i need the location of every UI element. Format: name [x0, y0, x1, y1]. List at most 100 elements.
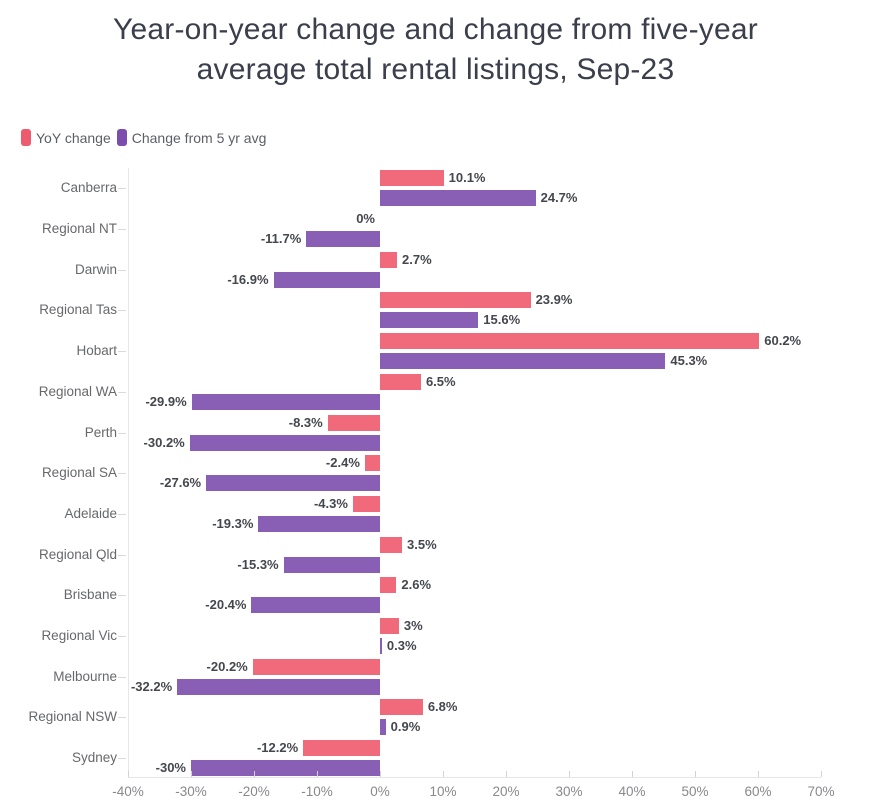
category-tick — [118, 351, 126, 353]
bar-yoy-change — [352, 495, 380, 512]
category-label: Regional WA — [38, 383, 117, 399]
bar-yoy-change — [380, 333, 760, 350]
category-tick — [118, 188, 126, 190]
bar-value-label: 0.3% — [386, 638, 417, 654]
category-label: Regional SA — [41, 465, 117, 481]
bar-value-label: -20.2% — [206, 658, 248, 674]
category-label: Canberra — [60, 180, 117, 196]
category-tick — [118, 636, 126, 638]
x-axis-tick — [127, 771, 129, 777]
x-axis-tick — [757, 771, 759, 777]
bar-value-label: 2.6% — [401, 577, 432, 593]
bar-value-label: -19.3% — [212, 515, 254, 531]
x-axis-tick — [631, 771, 633, 777]
bar-yoy-change — [380, 536, 403, 553]
bar-change-from-5yr-avg — [380, 719, 386, 736]
bar-value-label: -4.3% — [313, 495, 348, 511]
legend-swatch-icon — [21, 129, 31, 146]
x-axis-tick-label: 10% — [429, 784, 457, 799]
bar-change-from-5yr-avg — [380, 638, 382, 655]
bar-value-label: -27.6% — [159, 475, 202, 491]
category-label: Adelaide — [64, 505, 117, 521]
bar-value-label: 3.5% — [407, 536, 437, 552]
bar-change-from-5yr-avg — [380, 312, 479, 329]
legend-item: Change from 5 yr avg — [116, 129, 267, 146]
category-label: Hobart — [76, 343, 117, 359]
bar-value-label: 0.9% — [390, 719, 421, 735]
category-tick — [118, 473, 126, 475]
bar-yoy-change — [364, 455, 380, 472]
bar-change-from-5yr-avg — [258, 515, 380, 532]
x-axis-tick-label: 0% — [370, 784, 390, 799]
category-tick — [118, 269, 126, 271]
x-axis-tick — [568, 771, 570, 777]
bar-change-from-5yr-avg — [177, 678, 380, 695]
legend-item: YoY change — [21, 129, 111, 146]
category-label: Brisbane — [63, 587, 117, 603]
bar-value-label: 23.9% — [535, 292, 573, 308]
bar-change-from-5yr-avg — [273, 271, 380, 288]
bar-change-from-5yr-avg — [380, 190, 536, 207]
category-tick — [118, 676, 126, 678]
bar-value-label: 24.7% — [540, 190, 578, 206]
bar-value-label: -32.2% — [130, 678, 173, 694]
bar-change-from-5yr-avg — [191, 760, 380, 777]
category-tick — [118, 595, 126, 597]
bar-value-label: -12.2% — [256, 740, 299, 756]
bar-yoy-change — [380, 618, 399, 635]
x-axis-tick-label: -30% — [175, 784, 207, 799]
bar-value-label: -11.7% — [260, 231, 302, 247]
bar-yoy-change — [380, 699, 423, 716]
category-label: Regional NSW — [28, 709, 117, 725]
bar-yoy-change — [380, 170, 444, 187]
bar-value-label: 3% — [403, 618, 423, 634]
bar-change-from-5yr-avg — [206, 475, 380, 492]
category-tick — [118, 554, 126, 556]
x-axis-tick — [316, 771, 318, 777]
x-axis-tick — [253, 771, 255, 777]
bar-value-label: 2.7% — [402, 251, 432, 267]
bar-value-label: -16.9% — [227, 271, 269, 287]
x-axis-tick-label: 30% — [555, 784, 583, 799]
category-label: Sydney — [71, 750, 117, 766]
x-axis-line — [128, 777, 821, 778]
bar-value-label: -29.9% — [145, 393, 187, 409]
bar-value-label: -30% — [155, 760, 186, 776]
bar-change-from-5yr-avg — [191, 393, 380, 410]
bar-value-label: -20.4% — [205, 597, 247, 613]
category-label: Regional Vic — [41, 628, 117, 644]
category-label: Melbourne — [53, 668, 117, 684]
x-axis-tick-label: 50% — [681, 784, 709, 799]
category-label: Regional Tas — [39, 302, 117, 318]
bar-value-label: 45.3% — [670, 353, 708, 369]
y-axis-line — [128, 168, 129, 777]
category-tick — [118, 310, 126, 312]
bar-value-label: -15.3% — [237, 556, 279, 572]
bar-yoy-change — [380, 577, 397, 594]
x-axis-tick-label: 60% — [744, 784, 772, 799]
x-axis-tick-label: 40% — [618, 784, 646, 799]
x-axis-tick-label: 20% — [492, 784, 520, 799]
category-tick — [118, 391, 126, 393]
legend-swatch-icon — [116, 129, 127, 146]
category-tick — [118, 513, 126, 515]
bar-change-from-5yr-avg — [380, 353, 666, 370]
bar-value-label: 60.2% — [764, 333, 802, 349]
category-tick — [118, 758, 126, 760]
x-axis-tick — [379, 771, 381, 777]
x-axis-tick-label: -40% — [112, 784, 144, 799]
x-axis-tick-label: -10% — [301, 784, 333, 799]
legend: YoY change Change from 5 yr avg — [21, 129, 272, 146]
category-tick — [118, 717, 126, 719]
bar-value-label: 15.6% — [483, 312, 521, 328]
x-axis-tick-label: -20% — [238, 784, 270, 799]
bar-value-label: 0% — [356, 211, 375, 227]
x-axis-tick — [505, 771, 507, 777]
bar-change-from-5yr-avg — [283, 556, 380, 573]
bar-yoy-change — [380, 251, 397, 268]
bar-change-from-5yr-avg — [251, 597, 380, 614]
bar-yoy-change — [380, 292, 531, 309]
legend-label: Change from 5 yr avg — [131, 129, 267, 146]
